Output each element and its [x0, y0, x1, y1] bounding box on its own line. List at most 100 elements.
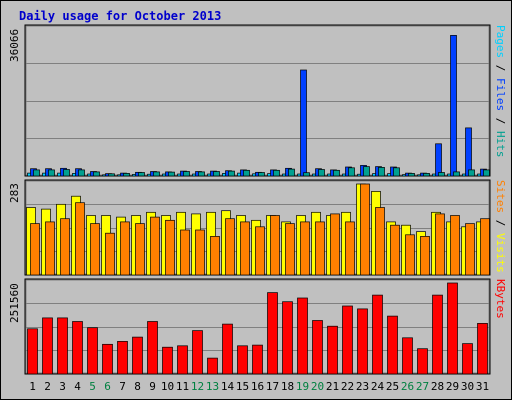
x-tick-22: 22 — [340, 380, 355, 393]
bar-files-day-29 — [450, 35, 457, 177]
bar-kbytes-day-2 — [42, 317, 53, 375]
bar-files-day-19 — [300, 69, 307, 177]
x-tick-31: 31 — [475, 380, 490, 393]
bar-hits-day-30 — [468, 169, 475, 177]
bar-sites-day-29 — [450, 215, 460, 276]
bar-kbytes-day-12 — [192, 330, 203, 375]
bar-sites-day-4 — [75, 202, 85, 276]
bar-hits-day-4 — [78, 169, 85, 177]
bar-hits-day-5 — [93, 171, 100, 177]
x-tick-21: 21 — [325, 380, 340, 393]
bar-sites-day-1 — [30, 223, 40, 276]
x-tick-6: 6 — [104, 380, 111, 393]
x-tick-16: 16 — [250, 380, 265, 393]
bar-sites-day-8 — [135, 223, 145, 276]
x-tick-20: 20 — [310, 380, 325, 393]
bar-sites-day-31 — [480, 218, 490, 276]
bar-sites-day-6 — [105, 232, 115, 276]
x-tick-28: 28 — [430, 380, 445, 393]
bar-kbytes-day-13 — [207, 357, 218, 375]
bar-kbytes-day-23 — [357, 308, 368, 375]
ylabel-hits: Hits — [494, 131, 507, 158]
panel-hits — [24, 24, 491, 177]
bar-hits-day-19 — [303, 172, 310, 177]
bar-sites-day-20 — [315, 221, 325, 276]
bar-kbytes-day-9 — [147, 321, 158, 375]
x-tick-18: 18 — [280, 380, 295, 393]
bar-sites-day-28 — [435, 213, 445, 276]
bar-sites-day-3 — [60, 218, 70, 276]
ymax-label-kbytes: 251560 — [8, 283, 21, 323]
bar-sites-day-5 — [90, 223, 100, 276]
bar-hits-day-3 — [63, 169, 70, 177]
bar-sites-day-22 — [345, 221, 355, 276]
x-tick-3: 3 — [59, 380, 66, 393]
bar-kbytes-day-7 — [117, 341, 128, 375]
x-tick-11: 11 — [175, 380, 190, 393]
bar-sites-day-25 — [390, 224, 400, 276]
x-tick-2: 2 — [44, 380, 51, 393]
x-tick-13: 13 — [205, 380, 220, 393]
bar-sites-day-10 — [165, 219, 175, 276]
bar-hits-day-7 — [123, 173, 130, 177]
bar-sites-day-17 — [270, 215, 280, 276]
bar-hits-day-31 — [483, 169, 490, 177]
x-tick-23: 23 — [355, 380, 370, 393]
bar-kbytes-day-17 — [267, 292, 278, 375]
bar-kbytes-day-28 — [432, 294, 443, 375]
x-tick-9: 9 — [149, 380, 156, 393]
x-tick-12: 12 — [190, 380, 205, 393]
x-tick-19: 19 — [295, 380, 310, 393]
bar-sites-day-16 — [255, 226, 265, 276]
ylabel-separator: / — [494, 213, 507, 233]
bar-hits-day-6 — [108, 173, 115, 177]
ylabel-pages: Pages — [494, 25, 507, 59]
bar-hits-day-29 — [453, 171, 460, 177]
bar-sites-day-15 — [240, 221, 250, 276]
bar-kbytes-day-30 — [462, 343, 473, 375]
bar-kbytes-day-19 — [297, 297, 308, 375]
bar-files-day-30 — [465, 127, 472, 177]
x-tick-4: 4 — [74, 380, 81, 393]
bar-sites-day-7 — [120, 221, 130, 276]
x-tick-7: 7 — [119, 380, 126, 393]
ylabel-files: Files — [494, 78, 507, 112]
bar-kbytes-day-10 — [162, 346, 173, 375]
bar-kbytes-day-4 — [72, 321, 83, 375]
bar-kbytes-day-15 — [237, 345, 248, 375]
bar-sites-day-9 — [150, 216, 160, 276]
bar-hits-day-1 — [33, 169, 40, 177]
bar-hits-day-8 — [138, 172, 145, 177]
bar-hits-day-24 — [378, 167, 385, 177]
x-tick-8: 8 — [134, 380, 141, 393]
bar-kbytes-day-31 — [477, 323, 488, 375]
bar-files-day-28 — [435, 143, 442, 177]
bar-hits-day-21 — [333, 169, 340, 177]
bar-sites-day-12 — [195, 229, 205, 276]
x-tick-26: 26 — [400, 380, 415, 393]
bar-hits-day-11 — [183, 171, 190, 177]
x-tick-30: 30 — [460, 380, 475, 393]
ylabel-kbytes: KBytes — [494, 279, 507, 319]
x-tick-1: 1 — [29, 380, 36, 393]
bar-sites-day-13 — [210, 236, 220, 276]
ymax-label-hits: 36066 — [8, 28, 21, 62]
bar-hits-day-20 — [318, 169, 325, 177]
bar-hits-day-10 — [168, 171, 175, 177]
bar-hits-day-26 — [408, 173, 415, 177]
bar-sites-day-19 — [300, 221, 310, 276]
bar-kbytes-day-14 — [222, 323, 233, 375]
ylabel-sites: Sites — [494, 180, 507, 214]
bar-kbytes-day-20 — [312, 320, 323, 375]
bar-hits-day-14 — [228, 170, 235, 177]
bar-kbytes-day-6 — [102, 343, 113, 375]
ylabel-kbytes: KBytes — [494, 279, 507, 319]
ylabel-hits: Pages / Files / Hits — [494, 25, 507, 158]
x-tick-24: 24 — [370, 380, 385, 393]
bar-kbytes-day-29 — [447, 282, 458, 375]
x-tick-5: 5 — [89, 380, 96, 393]
bar-sites-day-23 — [360, 183, 370, 276]
bar-kbytes-day-11 — [177, 345, 188, 375]
bar-kbytes-day-16 — [252, 344, 263, 375]
